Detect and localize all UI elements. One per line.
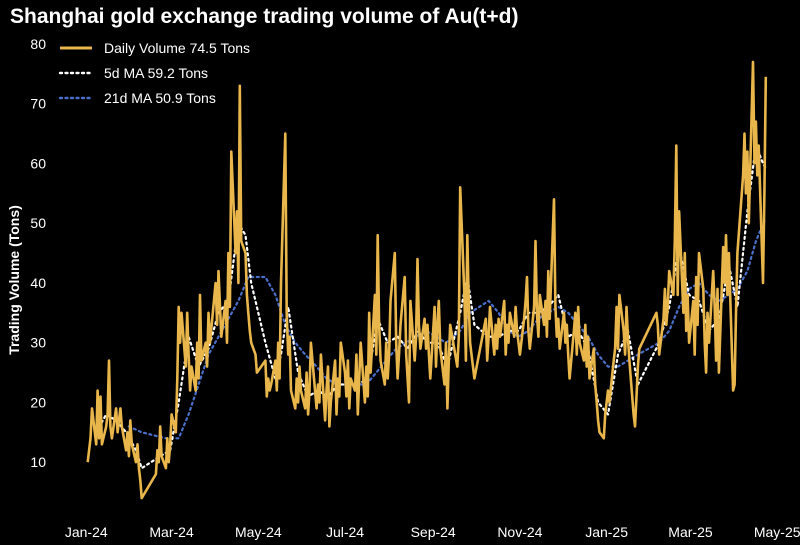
x-tick-label: May-24 [235,524,282,540]
x-tick-label: Jan-25 [585,524,628,540]
y-tick-label: 70 [30,96,46,112]
x-tick-label: Jul-24 [326,524,364,540]
y-tick-label: 40 [30,275,46,291]
legend-label-0: Daily Volume 74.5 Tons [104,40,250,56]
series-line-2 [127,216,767,440]
legend-label-2: 21d MA 50.9 Tons [104,90,216,106]
y-tick-label: 10 [30,454,46,470]
x-tick-label: Mar-24 [149,524,194,540]
y-tick-label: 80 [30,36,46,52]
y-axis-label: Trading Volume (Tons) [6,205,22,355]
series-layer [86,60,768,500]
y-axis-ticks: 10 20 30 40 50 60 70 80 [30,36,46,470]
x-tick-label: May-25 [754,524,800,540]
x-tick-label: Nov-24 [497,524,542,540]
legend: Daily Volume 74.5 Tons 5d MA 59.2 Tons 21d… [58,40,250,106]
y-tick-label: 60 [30,155,46,171]
y-tick-label: 50 [30,215,46,231]
x-tick-label: Sep-24 [411,524,456,540]
y-tick-label: 30 [30,335,46,351]
legend-label-1: 5d MA 59.2 Tons [104,65,208,81]
series-line-0 [86,60,768,500]
x-axis-ticks: Jan-24 Mar-24 May-24 Jul-24 Sep-24 Nov-24 Jan-… [65,524,800,540]
x-tick-label: Jan-24 [65,524,108,540]
x-tick-label: Mar-25 [668,524,713,540]
y-tick-label: 20 [30,394,46,410]
chart-title: Shanghai gold exchange trading volume of… [10,5,519,28]
